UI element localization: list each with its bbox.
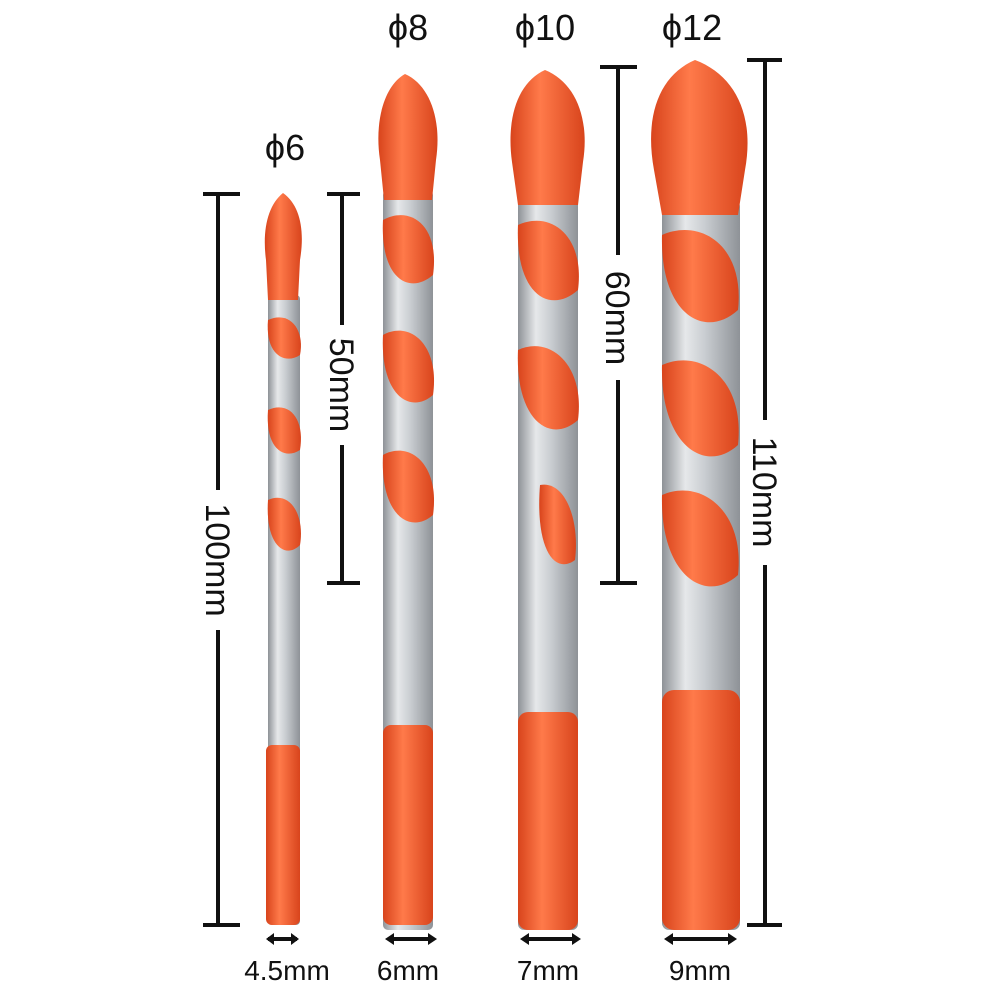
diameter-label-2: ϕ8: [388, 7, 428, 48]
shank-arrow-4: [664, 933, 737, 945]
dimension-flute-large-label: 60mm: [598, 271, 636, 365]
drill-bit-6mm: [264, 193, 302, 925]
drill-bit-8mm: [378, 74, 438, 930]
diameter-label-4: ϕ12: [662, 7, 722, 48]
diameter-label-1: ϕ6: [265, 127, 305, 168]
dimension-flute-small: 50mm: [322, 192, 360, 585]
dimension-length-large-label: 110mm: [745, 437, 783, 548]
shank-arrow-3: [520, 933, 581, 945]
dimension-length-large: 110mm: [745, 58, 783, 927]
drill-bit-12mm: [651, 60, 748, 930]
shank-label-1: 4.5mm: [244, 955, 330, 986]
shank-label-4: 9mm: [669, 955, 731, 986]
dimension-flute-large: 60mm: [598, 65, 637, 585]
dimension-length-small: 100mm: [198, 192, 240, 927]
shank-label-2: 6mm: [377, 955, 439, 986]
drill-bit-10mm: [510, 70, 585, 930]
shank-arrow-2: [385, 933, 437, 945]
dimension-length-small-label: 100mm: [198, 503, 236, 616]
shank-label-3: 7mm: [517, 955, 579, 986]
shank-arrow-1: [266, 933, 299, 945]
diameter-label-3: ϕ10: [515, 7, 575, 48]
dimension-flute-small-label: 50mm: [322, 338, 360, 432]
